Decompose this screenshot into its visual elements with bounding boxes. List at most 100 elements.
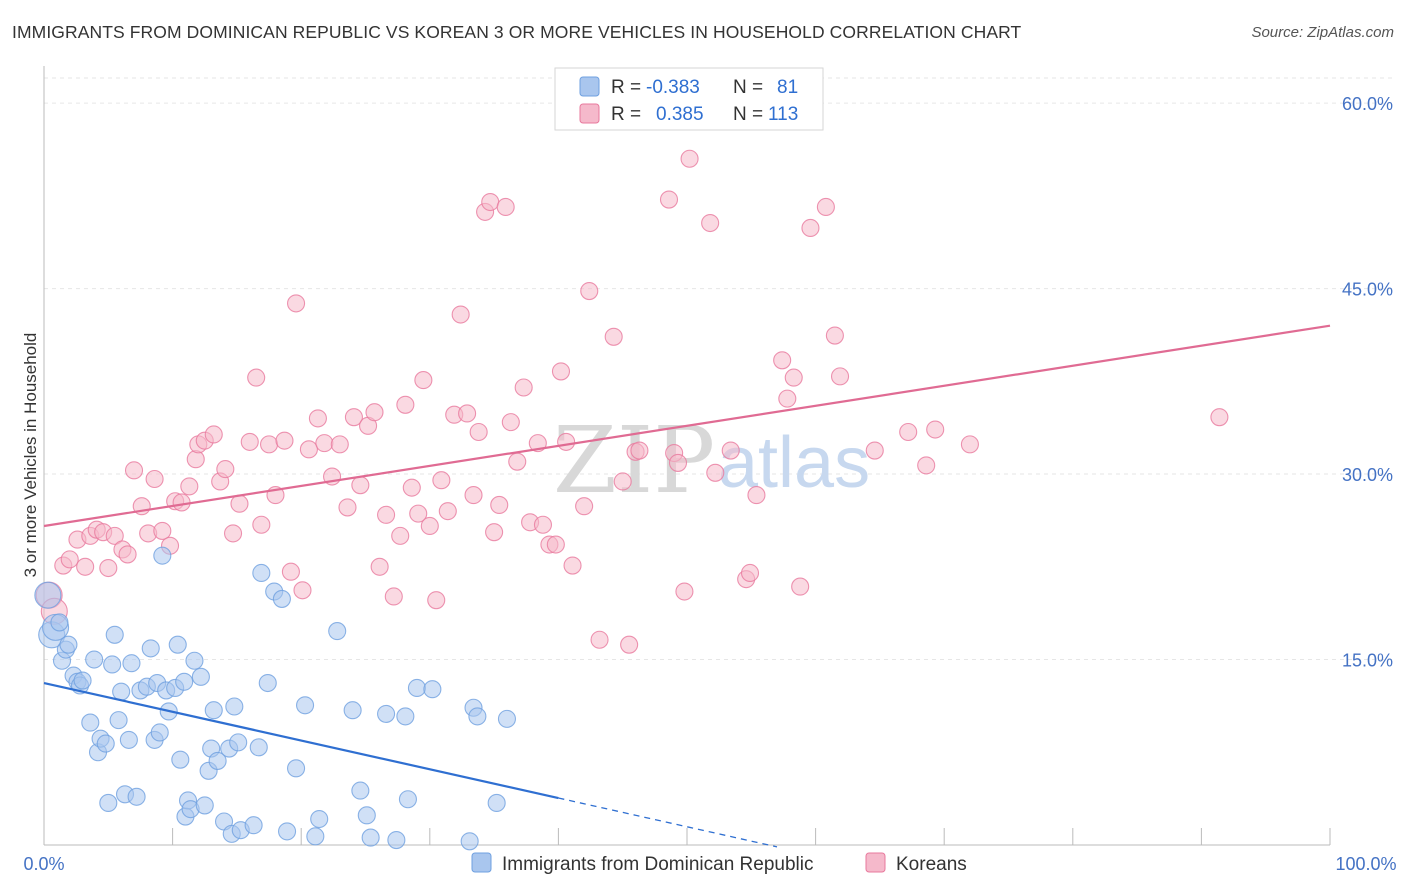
data-point xyxy=(402,478,421,497)
data-point xyxy=(310,809,329,829)
data-point xyxy=(830,367,850,386)
x-tick-label-min: 0.0% xyxy=(23,854,64,874)
data-point xyxy=(387,831,406,850)
data-point xyxy=(546,535,565,554)
legend-swatch-dominican xyxy=(579,76,600,97)
data-point xyxy=(508,452,527,471)
source-label: Source: ZipAtlas.com xyxy=(1251,24,1394,41)
data-point xyxy=(150,723,169,742)
data-point xyxy=(458,404,477,423)
data-point xyxy=(76,557,95,576)
data-point xyxy=(338,498,357,517)
data-point xyxy=(740,563,760,583)
data-point xyxy=(109,711,128,730)
data-point xyxy=(351,781,370,800)
data-point xyxy=(481,192,500,212)
data-point xyxy=(195,796,214,815)
legend-r-value-dominican: -0.383 xyxy=(646,77,700,98)
data-point xyxy=(497,709,517,728)
data-point xyxy=(357,806,376,825)
data-point xyxy=(464,486,483,505)
data-point xyxy=(122,654,141,673)
data-point xyxy=(551,362,571,381)
data-point xyxy=(306,827,325,846)
data-point xyxy=(563,556,582,575)
data-point xyxy=(427,591,446,610)
data-point xyxy=(604,327,623,346)
data-point xyxy=(225,697,244,716)
data-point xyxy=(185,651,204,670)
bottom-legend-swatch-koreans xyxy=(865,852,886,873)
data-point xyxy=(414,371,433,390)
data-point xyxy=(659,190,679,209)
data-point xyxy=(377,704,396,723)
data-point xyxy=(191,667,210,686)
data-point xyxy=(281,562,300,581)
data-point xyxy=(119,730,138,749)
data-point xyxy=(204,425,223,444)
bottom-legend-swatch-dominican xyxy=(471,852,492,873)
data-point xyxy=(423,680,442,699)
legend-r-value-koreans: 0.385 xyxy=(656,104,704,125)
data-point xyxy=(168,635,187,654)
data-point xyxy=(816,197,835,217)
bottom-legend-label-dominican: Immigrants from Dominican Republic xyxy=(502,854,814,875)
trend-line-koreans xyxy=(43,324,1331,528)
y-tick-label-15: 15.0% xyxy=(1342,651,1393,671)
data-point xyxy=(244,816,263,835)
y-tick-labels: 15.0% 30.0% 45.0% 60.0% xyxy=(1342,94,1393,670)
data-point xyxy=(865,441,884,460)
data-point xyxy=(186,450,205,469)
data-point xyxy=(391,526,410,545)
data-point xyxy=(105,526,124,545)
data-point xyxy=(315,434,334,453)
data-point xyxy=(112,682,131,701)
data-point xyxy=(127,787,146,806)
data-point xyxy=(365,403,384,422)
trend-line-dominican-extension xyxy=(558,797,778,848)
chart-title: IMMIGRANTS FROM DOMINICAN REPUBLIC VS KO… xyxy=(12,22,1022,42)
data-point xyxy=(721,441,740,460)
data-point xyxy=(575,497,594,516)
y-tick-label-45: 45.0% xyxy=(1342,280,1393,300)
data-point xyxy=(469,422,488,442)
data-point xyxy=(557,432,576,451)
data-point xyxy=(258,673,277,693)
data-point xyxy=(344,408,363,427)
legend-swatch-koreans xyxy=(579,103,600,124)
data-point xyxy=(171,750,190,769)
data-point xyxy=(791,577,810,596)
data-point xyxy=(485,523,504,542)
data-point xyxy=(514,378,533,397)
data-point xyxy=(259,435,279,454)
data-point xyxy=(272,589,291,608)
data-point xyxy=(153,546,172,565)
data-point xyxy=(208,751,227,770)
legend-r-label-koreans: R = xyxy=(611,104,641,125)
data-point xyxy=(124,461,144,480)
data-point xyxy=(451,305,470,324)
bottom-legend-label-koreans: Koreans xyxy=(896,854,967,875)
stats-legend: R = -0.383 N = 81 R = 0.385 N = 113 xyxy=(554,67,824,131)
data-point xyxy=(613,472,632,491)
data-point xyxy=(420,516,439,536)
data-point xyxy=(917,456,936,475)
data-point xyxy=(784,368,803,387)
data-point xyxy=(468,707,487,726)
data-point xyxy=(701,213,720,233)
data-point xyxy=(330,435,349,454)
data-point xyxy=(377,505,396,524)
data-point xyxy=(747,486,766,505)
data-point xyxy=(172,493,191,512)
data-point xyxy=(99,793,118,813)
data-point xyxy=(361,828,380,847)
data-point xyxy=(278,822,297,841)
data-point xyxy=(59,635,78,654)
data-point xyxy=(240,432,259,451)
legend-r-label-dominican: R = xyxy=(611,77,641,98)
legend-n-value-dominican: 81 xyxy=(777,77,798,98)
data-point xyxy=(438,502,457,521)
data-point xyxy=(308,409,327,428)
data-point xyxy=(204,701,223,720)
